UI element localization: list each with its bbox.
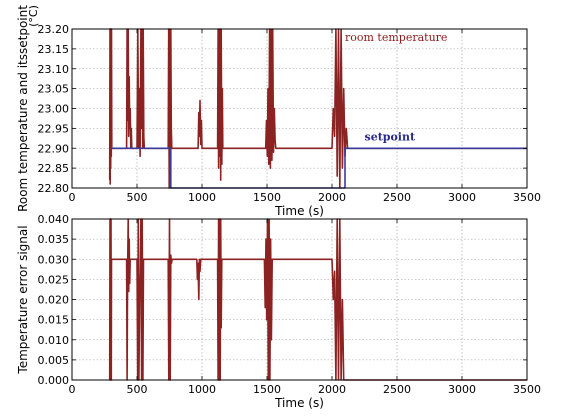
- bottom-y-tick-label: 0.010: [38, 334, 70, 347]
- bottom-x-tick-label: 3500: [513, 383, 541, 396]
- top-annotation-room-temperature: room temperature: [345, 31, 447, 44]
- top-y-tick-label: 23.10: [38, 63, 70, 76]
- bottom-y-tick-label: 0.000: [38, 374, 70, 387]
- top-y-tick-label: 22.90: [38, 142, 70, 155]
- top-x-tick-label: 2000: [318, 191, 346, 204]
- bottom-series-error-signal-line: [108, 218, 527, 381]
- top-series-room-temperature-line: [108, 28, 527, 189]
- top-y-axis-label: Room temperature and itssetpoint: [16, 5, 30, 212]
- top-x-tick-label: 2500: [383, 191, 411, 204]
- top-y-tick-label: 22.85: [38, 162, 70, 175]
- bottom-y-tick-label: 0.035: [38, 233, 70, 246]
- top-y-tick-label: 23.00: [38, 103, 70, 116]
- bottom-y-tick-label: 0.015: [38, 314, 70, 327]
- top-x-tick-label: 500: [127, 191, 148, 204]
- bottom-y-tick-label: 0.005: [38, 354, 70, 367]
- top-y-tick-label: 22.95: [38, 122, 70, 135]
- top-x-tick-label: 3500: [513, 191, 541, 204]
- top-x-tick-label: 1500: [253, 191, 281, 204]
- bottom-x-tick-label: 3000: [448, 383, 476, 396]
- bottom-x-axis-label: Time (s): [274, 396, 324, 410]
- top-y-tick-label: 23.20: [38, 23, 70, 36]
- bottom-y-axis-label: Temperature error signal: [16, 225, 30, 374]
- bottom-x-tick-label: 500: [127, 383, 148, 396]
- bottom-y-tick-label: 0.025: [38, 273, 70, 286]
- bottom-y-tick-label: 0.030: [38, 253, 70, 266]
- bottom-x-tick-label: 2500: [383, 383, 411, 396]
- top-plot: 0 500 1000 1500 2000 2500 3000 3500 22.80 22.85 22…: [16, 5, 541, 218]
- top-x-tick-label: 3000: [448, 191, 476, 204]
- top-x-tick-label: 1000: [188, 191, 216, 204]
- bottom-x-tick-label: 1000: [188, 383, 216, 396]
- bottom-y-tick-label: 0.040: [38, 213, 70, 226]
- top-y-tick-label: 23.15: [38, 43, 70, 56]
- top-x-tick-label: 0: [69, 191, 76, 204]
- bottom-plot: 0 500 1000 1500 2000 2500 3000 3500 0.000 0.005 0.…: [16, 213, 541, 410]
- top-y-tick-label: 22.80: [38, 182, 70, 195]
- bottom-x-tick-label: 2000: [318, 383, 346, 396]
- top-y-axis-unit: (°C): [27, 5, 40, 27]
- bottom-y-tick-label: 0.020: [38, 294, 70, 307]
- top-annotation-setpoint: setpoint: [365, 130, 416, 143]
- bottom-x-tick-label: 0: [69, 383, 76, 396]
- bottom-x-tick-label: 1500: [253, 383, 281, 396]
- top-y-tick-label: 23.05: [38, 83, 70, 96]
- top-x-axis-label: Time (s): [274, 204, 324, 218]
